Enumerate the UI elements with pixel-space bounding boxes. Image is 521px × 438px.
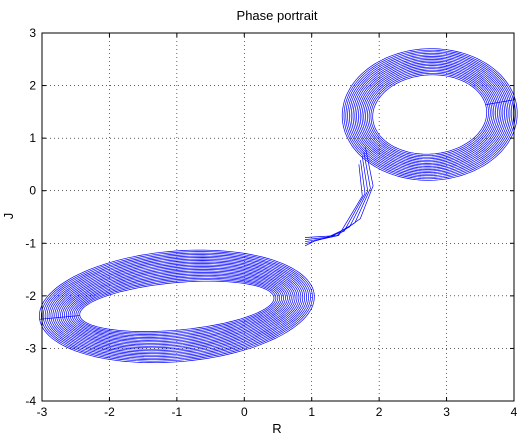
x-tick-label: 0 [241,405,248,419]
x-axis-label: R [272,421,281,436]
y-tick-label: 3 [29,26,36,40]
connector-trajectory [304,155,369,243]
y-tick-label: 1 [29,131,36,145]
x-tick-label: -1 [172,405,183,419]
right-lobe-trajectory [341,48,518,181]
y-tick-label: -3 [25,341,36,355]
connector-trajectory [304,151,371,240]
x-tick-label: -3 [37,405,48,419]
y-tick-label: 2 [29,79,36,93]
x-tick-label: 4 [511,405,518,419]
left-lobe-trajectory [39,249,315,364]
y-tick-label: 0 [29,184,36,198]
grid-lines [42,33,514,401]
y-tick-label: -4 [25,394,36,408]
y-axis-label: J [1,213,16,220]
chart-title: Phase portrait [237,8,318,23]
x-tick-label: 2 [376,405,383,419]
phase-trajectory [39,48,518,364]
x-tick-label: 3 [443,405,450,419]
y-tick-label: -2 [25,289,36,303]
axes-box [41,32,515,402]
connector-trajectory [304,160,366,245]
y-tick-label: -1 [25,236,36,250]
x-tick-label: 1 [308,405,315,419]
connector-trajectory [304,164,363,247]
connector-trajectory [304,147,374,238]
x-tick-label: -2 [104,405,115,419]
